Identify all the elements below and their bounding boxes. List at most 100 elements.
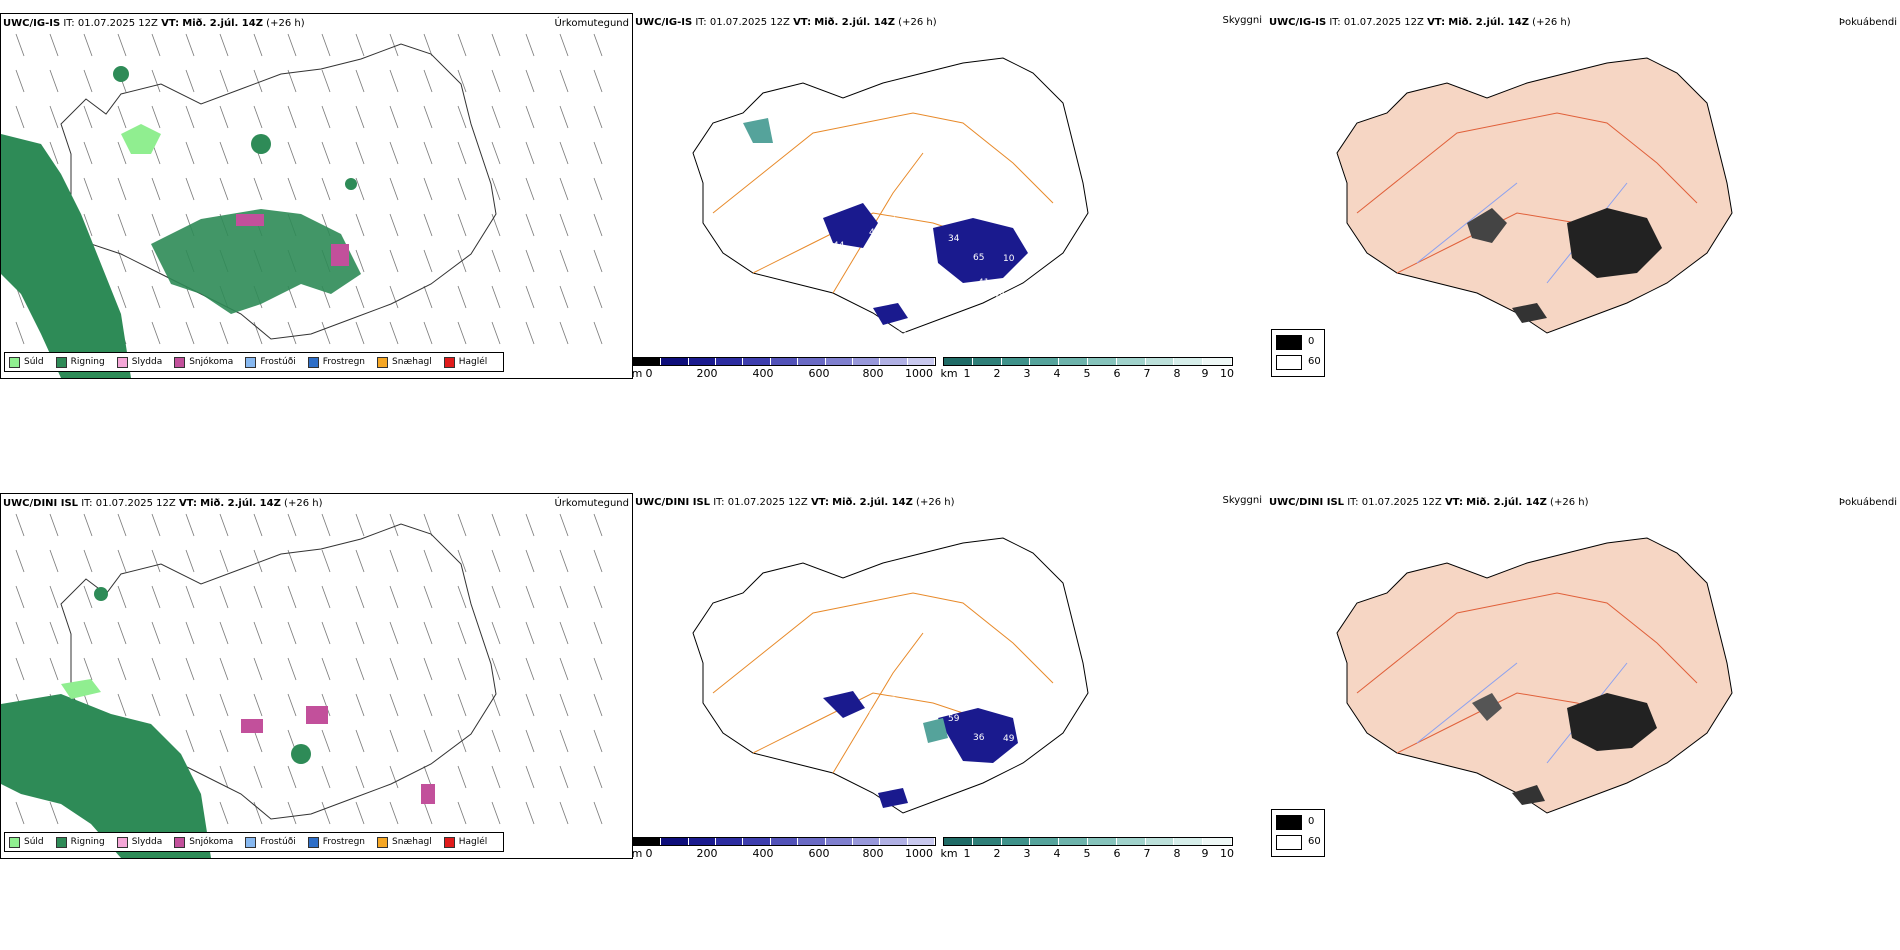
wind-barb (15, 33, 25, 57)
cloudbase-value-label: 49 (993, 290, 1005, 300)
legend-swatch (174, 356, 186, 368)
legend-swatch (443, 356, 455, 368)
panel-title: Úrkomutegund (554, 498, 629, 509)
wind-barb (389, 693, 399, 717)
colorbar-swatch (1145, 358, 1175, 365)
panel-title: Skyggni (1222, 495, 1262, 506)
wind-barb (559, 105, 569, 129)
fog-legend-swatch-0 (1276, 815, 1302, 830)
wind-barb (593, 33, 603, 57)
wind-barb (151, 249, 161, 273)
cloud-visibility-map-top: 34 58 54 42 44 30 37 34 65 10 113 70 41 49 59 30 38 42 42 (688, 57, 1089, 342)
wind-barb (593, 213, 603, 237)
colorbar-tick: 8 (1173, 847, 1181, 860)
wind-barb (253, 177, 263, 201)
wind-barb (457, 105, 467, 129)
wind-barb (151, 549, 161, 573)
wind-barb (355, 213, 365, 237)
wind-barb (355, 177, 365, 201)
legend-item-frostregn: Frostregn (307, 356, 365, 368)
wind-barb (559, 621, 569, 645)
visibility-colorbar: km 1 2 3 4 5 6 7 8 9 10 (940, 357, 1234, 380)
precip-type-panel-bottom: UWC/DINI ISL IT: 01.07.2025 12Z VT: Mið.… (0, 493, 633, 859)
colorbar-swatch (716, 358, 744, 365)
colorbar-swatch (1116, 838, 1146, 845)
colorbar-swatch (743, 838, 771, 845)
precip-rain-area (1, 694, 211, 858)
cloudbase-value-label: 113 (1031, 246, 1048, 256)
wind-barb (559, 729, 569, 753)
legend-item-rigning: Rigning (55, 836, 105, 848)
wind-barb (593, 141, 603, 165)
wind-barb (355, 729, 365, 753)
cloudbase-value-label: 112 (688, 726, 705, 736)
colorbar-swatch (944, 358, 973, 365)
wind-barb (389, 177, 399, 201)
visibility-colorbar-ticks: km 1 2 3 4 5 6 7 8 9 10 (940, 846, 1234, 860)
wind-barb (219, 69, 229, 93)
precip-rain-area (1, 134, 131, 378)
wind-barb (525, 33, 535, 57)
wind-barb (491, 105, 501, 129)
wind-barb (287, 177, 297, 201)
colorbar-tick: 4 (1053, 367, 1061, 380)
cloudbase-value-label: 42 (869, 228, 880, 238)
precip-snow-area (421, 784, 435, 804)
wind-barb (219, 513, 229, 537)
wind-barb (151, 213, 161, 237)
precip-snow-area (331, 244, 349, 266)
wind-barb (491, 33, 501, 57)
visibility-colorbar-bar (943, 357, 1233, 366)
wind-barb (83, 657, 93, 681)
colorbar-tick: 3 (1023, 847, 1031, 860)
wind-barb (491, 285, 501, 309)
wind-barb (83, 585, 93, 609)
wind-barb (321, 801, 331, 825)
wind-barb (355, 657, 365, 681)
iceland-outline (692, 57, 1089, 334)
colorbar-swatch (1145, 838, 1175, 845)
wind-barb (593, 285, 603, 309)
legend-item-snjokoma: Snjókoma (174, 356, 233, 368)
cloudbase-value-label: 30 (891, 228, 903, 238)
legend-item-frostudi: Frostúði (245, 356, 296, 368)
wind-barb (151, 585, 161, 609)
panel-header: UWC/IG-IS IT: 01.07.2025 12Z VT: Mið. 2.… (3, 18, 305, 29)
wind-barb (185, 549, 195, 573)
wind-barb (321, 549, 331, 573)
wind-barb (83, 33, 93, 57)
colorbar-tick: 6 (1113, 847, 1121, 860)
wind-barb (593, 585, 603, 609)
wind-barb (559, 693, 569, 717)
wind-barb (219, 177, 229, 201)
wind-barb (15, 585, 25, 609)
colorbar-tick: 0 (645, 847, 653, 860)
wind-barb (559, 657, 569, 681)
colorbar-swatch (1203, 358, 1232, 365)
wind-barb (219, 765, 229, 789)
wind-barb (321, 729, 331, 753)
legend-item-snjokoma: Snjókoma (174, 836, 233, 848)
cloudbase-value-label: 34 (948, 234, 960, 244)
precip-rain-cell (251, 134, 271, 154)
cloudbase-value-label: 44 (833, 241, 845, 251)
colorbar-tick: 800 (862, 367, 884, 380)
precip-map-top (1, 33, 603, 378)
colorbar-tick: 800 (862, 847, 884, 860)
panel-title: Þokuábendi (1838, 497, 1897, 508)
wind-barb (355, 621, 365, 645)
wind-barb (593, 513, 603, 537)
wind-barb (49, 621, 59, 645)
iceland-land (1336, 57, 1733, 334)
legend-swatch (377, 836, 389, 848)
cloud-visibility-panel-bottom: 72 51 53 45 40 10 112 59 36 49 UWC/DINI ISL IT: 0… (632, 493, 1266, 860)
wind-barb (423, 213, 433, 237)
wind-barb (559, 141, 569, 165)
wind-barb (525, 801, 535, 825)
wind-barb (117, 693, 127, 717)
wind-barb (389, 729, 399, 753)
wind-barb (83, 141, 93, 165)
wind-barb (49, 105, 59, 129)
legend-swatch (377, 356, 389, 368)
colorbar-tick: 400 (752, 367, 774, 380)
